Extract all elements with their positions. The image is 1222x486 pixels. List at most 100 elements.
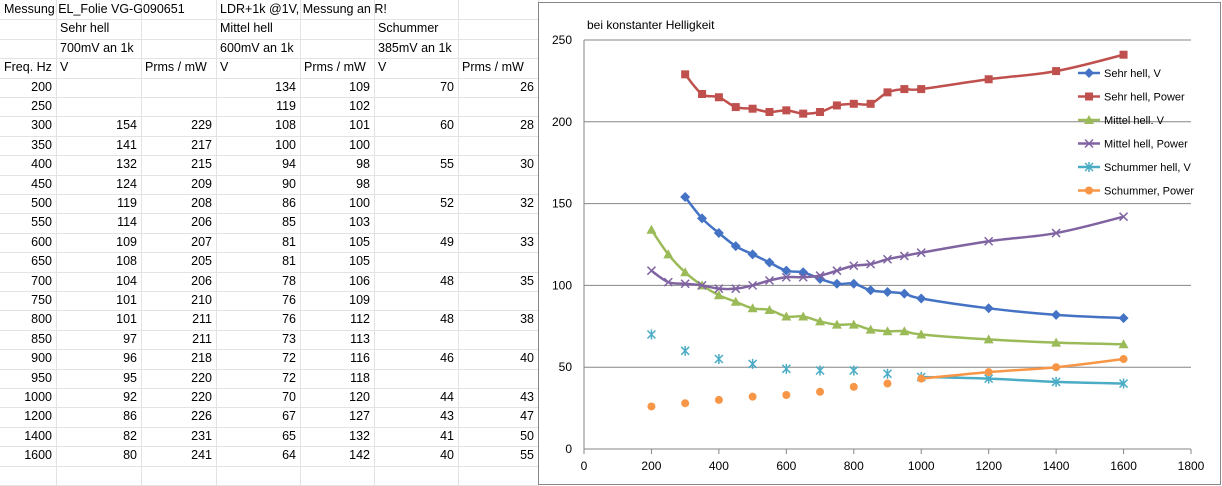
cell[interactable]: 90	[282, 176, 296, 191]
cell[interactable]: 600mV an 1k	[220, 40, 294, 55]
cell[interactable]: 105	[349, 234, 370, 249]
cell[interactable]: 132	[349, 428, 370, 443]
cell[interactable]: 650	[31, 254, 52, 269]
cell[interactable]: 105	[349, 254, 370, 269]
cell[interactable]: 700	[31, 273, 52, 288]
cell[interactable]: Messung EL_Folie VG-G090651	[4, 2, 185, 16]
cell[interactable]: 32	[520, 196, 534, 210]
cell[interactable]: 33	[520, 234, 534, 249]
cell[interactable]: 44	[440, 390, 454, 404]
cell[interactable]: 60	[440, 118, 454, 133]
cell[interactable]: 46	[440, 351, 454, 366]
cell[interactable]: 82	[123, 428, 137, 443]
cell[interactable]: 220	[191, 370, 212, 385]
cell[interactable]: 750	[31, 293, 52, 307]
cell[interactable]: 217	[191, 137, 212, 152]
cell[interactable]: 47	[520, 409, 534, 424]
cell[interactable]: 207	[191, 234, 212, 249]
cell[interactable]: 142	[349, 448, 370, 463]
cell[interactable]: 81	[282, 254, 296, 269]
cell[interactable]: 86	[282, 196, 296, 210]
cell[interactable]: Prms / mW	[462, 60, 524, 75]
cell[interactable]: 350	[31, 137, 52, 152]
cell[interactable]: 81	[282, 234, 296, 249]
cell[interactable]: 141	[116, 137, 137, 152]
cell[interactable]: 200	[31, 79, 52, 94]
cell[interactable]: 101	[116, 293, 137, 307]
cell[interactable]: 55	[440, 157, 454, 172]
cell[interactable]: 950	[31, 370, 52, 385]
cell[interactable]: 114	[117, 215, 137, 230]
cell[interactable]: 100	[349, 196, 370, 210]
cell[interactable]: 76	[282, 312, 296, 327]
cell[interactable]: 109	[349, 79, 370, 94]
cell[interactable]: 65	[282, 428, 296, 443]
cell[interactable]: 112	[350, 312, 370, 327]
cell[interactable]: 103	[349, 215, 370, 230]
cell[interactable]: 1200	[24, 409, 52, 424]
cell[interactable]: 700mV an 1k	[60, 40, 134, 55]
cell[interactable]: Mittel hell	[220, 21, 273, 36]
cell[interactable]: V	[378, 60, 387, 75]
cell[interactable]: 400	[31, 157, 52, 172]
cell[interactable]: 50	[520, 428, 534, 443]
cell[interactable]: 94	[282, 157, 296, 172]
cell[interactable]: 450	[31, 176, 52, 191]
cell[interactable]: Prms / mW	[304, 60, 366, 75]
cell[interactable]: 102	[349, 99, 370, 113]
cell[interactable]: 211	[192, 312, 212, 327]
cell[interactable]: 127	[349, 409, 370, 424]
cell[interactable]: 1400	[24, 428, 52, 443]
cell[interactable]: 120	[349, 390, 370, 404]
cell[interactable]: 72	[282, 370, 296, 385]
cell[interactable]: 210	[191, 293, 212, 307]
cell[interactable]: 67	[282, 409, 296, 424]
cell[interactable]: 119	[276, 99, 296, 113]
cell[interactable]: 208	[191, 196, 212, 210]
cell[interactable]: 209	[191, 176, 212, 191]
cell[interactable]: 109	[116, 234, 137, 249]
cell[interactable]: 500	[31, 196, 52, 210]
cell[interactable]: 55	[520, 448, 534, 463]
cell[interactable]: 98	[356, 157, 370, 172]
cell[interactable]: 100	[349, 137, 370, 152]
cell[interactable]: 52	[440, 196, 454, 210]
cell[interactable]: LDR+1k @1V, Messung an R!	[220, 2, 387, 16]
cell[interactable]: 80	[123, 448, 137, 463]
cell[interactable]: 206	[191, 215, 212, 230]
cell[interactable]: 124	[116, 176, 137, 191]
cell[interactable]: 101	[349, 118, 370, 133]
cell[interactable]: 231	[191, 428, 212, 443]
cell[interactable]: 206	[191, 273, 212, 288]
cell[interactable]: 550	[31, 215, 52, 230]
cell[interactable]: 76	[282, 293, 296, 307]
cell[interactable]: 64	[282, 448, 296, 463]
cell[interactable]: 108	[275, 118, 296, 133]
cell[interactable]: 134	[275, 79, 296, 94]
cell[interactable]: 108	[116, 254, 137, 269]
cell[interactable]: 100	[275, 137, 296, 152]
cell[interactable]: Schummer	[378, 21, 439, 36]
cell[interactable]: 101	[116, 312, 137, 327]
cell[interactable]: 1000	[24, 390, 52, 404]
cell[interactable]: 900	[31, 351, 52, 366]
cell[interactable]: V	[220, 60, 229, 75]
cell[interactable]: 106	[349, 273, 370, 288]
cell[interactable]: 98	[356, 176, 370, 191]
cell[interactable]: 218	[191, 351, 212, 366]
cell[interactable]: Prms / mW	[145, 60, 207, 75]
cell[interactable]: 40	[440, 448, 454, 463]
cell[interactable]: 26	[520, 79, 534, 94]
cell[interactable]: 95	[123, 370, 137, 385]
cell[interactable]: V	[60, 60, 69, 75]
cell[interactable]: 40	[520, 351, 534, 366]
cell[interactable]: 119	[117, 196, 137, 210]
cell[interactable]: 241	[191, 448, 212, 463]
cell[interactable]: 70	[440, 79, 454, 94]
cell[interactable]: 41	[440, 428, 454, 443]
cell[interactable]: 113	[350, 331, 370, 346]
cell[interactable]: 154	[116, 118, 137, 133]
cell[interactable]: 30	[520, 157, 534, 172]
cell[interactable]: 229	[191, 118, 212, 133]
cell[interactable]: 96	[123, 351, 137, 366]
